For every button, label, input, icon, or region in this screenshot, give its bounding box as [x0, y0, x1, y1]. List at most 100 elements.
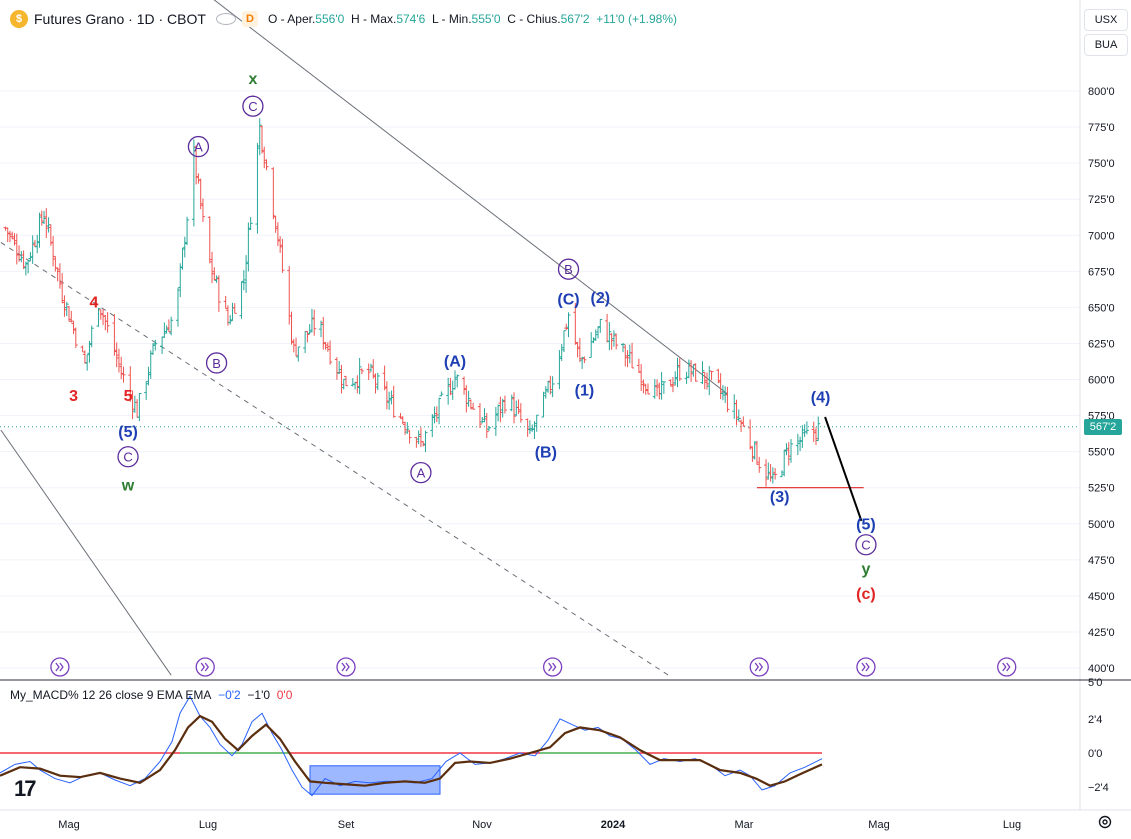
price-tick-label: 800'0: [1088, 86, 1115, 98]
ohlc-bar: [450, 380, 455, 400]
ohlc-bar: [71, 320, 76, 335]
ohlc-bar: [42, 210, 47, 225]
wave-label: C: [855, 534, 877, 556]
price-tick-label: 425'0: [1088, 627, 1115, 639]
ohlc-bar: [611, 330, 616, 347]
ohlc-bar: [779, 470, 784, 478]
ohlc-bar: [532, 421, 537, 439]
symbol-title[interactable]: Futures Grano · 1D · CBOT: [34, 11, 206, 27]
currency-button[interactable]: USX: [1084, 9, 1128, 31]
event-marker-icon[interactable]: [856, 657, 876, 677]
ohlc-bar: [480, 416, 485, 424]
event-markers[interactable]: [50, 657, 1017, 677]
ohlc-bar: [795, 433, 800, 455]
wave-label-circle: [117, 446, 139, 468]
ohlc-bar: [416, 430, 421, 445]
ohlc-bar: [725, 386, 730, 413]
ohlc-bar: [561, 330, 566, 352]
ohlc-bar: [546, 380, 551, 393]
close-value: 567'2: [560, 12, 590, 26]
price-tick-label: 750'0: [1088, 158, 1115, 170]
ohlc-bar: [811, 421, 816, 442]
ohlc-bar: [716, 368, 721, 384]
ohlc-bar: [30, 235, 35, 264]
ohlc-bar: [119, 356, 124, 380]
signal-line: [0, 714, 823, 787]
ohlc-bar: [271, 167, 276, 220]
ohlc-bar: [548, 375, 553, 395]
ohlc-bar: [657, 382, 662, 400]
ohlc-bar: [23, 261, 28, 276]
gear-icon[interactable]: [1097, 814, 1113, 830]
ohlc-bar: [448, 377, 453, 396]
ohlc-bar: [518, 403, 523, 423]
ohlc-bar: [652, 379, 657, 399]
event-marker-icon[interactable]: [997, 657, 1017, 677]
eye-icon[interactable]: [215, 13, 236, 25]
wave-label: x: [248, 71, 257, 88]
signal-value: −1'0: [247, 688, 271, 702]
wave-label: (5): [856, 517, 876, 534]
wave-label-text: (C): [557, 291, 579, 308]
ohlc-bar: [46, 217, 51, 233]
wave-label: (C): [557, 291, 579, 308]
ohlc-bar: [294, 337, 299, 357]
ohlc-bar: [212, 267, 217, 281]
ohlc-bar: [26, 259, 31, 274]
grid: [0, 90, 1080, 669]
trendline: [0, 429, 172, 676]
ohlc-bar: [37, 212, 42, 248]
ohlc-bar: [514, 400, 519, 417]
ohlc-bar: [391, 385, 396, 418]
ohlc-bar: [262, 146, 267, 169]
chart-header: $ Futures Grano · 1D · CBOT D O - Aper.5…: [10, 8, 677, 30]
ohlc-bar: [264, 159, 269, 171]
delay-badge[interactable]: D: [241, 11, 258, 27]
ohlc-bar: [278, 236, 283, 253]
ohlc-bar: [5, 227, 10, 243]
ohlc-bar: [541, 391, 546, 418]
ohlc-bar: [802, 424, 807, 437]
ohlc-bar: [605, 313, 610, 343]
price-bars: [3, 118, 821, 487]
unit-button[interactable]: BUA: [1084, 34, 1128, 56]
ohlc-bar: [566, 312, 571, 338]
event-marker-icon[interactable]: [542, 657, 563, 677]
ohlc-bar: [359, 368, 364, 375]
ohlc-bar: [702, 371, 707, 390]
ohlc-bar: [85, 354, 90, 371]
ohlc-bar: [60, 273, 65, 304]
ohlc-bar: [636, 358, 641, 373]
event-marker-icon[interactable]: [336, 657, 356, 677]
ohlc-bar: [784, 443, 789, 456]
wave-label: y: [861, 561, 870, 578]
price-tick-label: 550'0: [1088, 447, 1115, 459]
ohlc-bar: [160, 336, 165, 354]
wave-label-circle: [410, 461, 432, 484]
ohlc-bar: [344, 375, 348, 387]
ohlc-bar: [543, 386, 548, 399]
hist-value: 0'0: [276, 688, 293, 702]
ohlc-bar: [723, 386, 728, 403]
ohlc-bar: [627, 344, 632, 364]
ohlc-bar: [496, 404, 501, 422]
tradingview-logo[interactable]: 17: [14, 776, 37, 801]
ohlc-bar: [786, 442, 791, 466]
ohlc-bar: [502, 395, 507, 414]
ohlc-bar: [62, 295, 67, 317]
ohlc-bar: [439, 391, 444, 397]
ohlc-bar: [196, 173, 201, 184]
ohlc-bar: [96, 307, 101, 327]
ohlc-bar: [430, 413, 435, 438]
event-marker-icon[interactable]: [50, 657, 70, 677]
event-marker-icon[interactable]: [749, 657, 769, 677]
ohlc-bar: [550, 376, 555, 398]
ohlc-bar: [741, 416, 746, 427]
event-marker-icon[interactable]: [195, 657, 215, 677]
ohlc-bar: [509, 394, 514, 412]
high-label: H - Max.: [350, 12, 397, 26]
wave-label: (c): [856, 586, 876, 603]
ohlc-bar: [280, 238, 285, 273]
